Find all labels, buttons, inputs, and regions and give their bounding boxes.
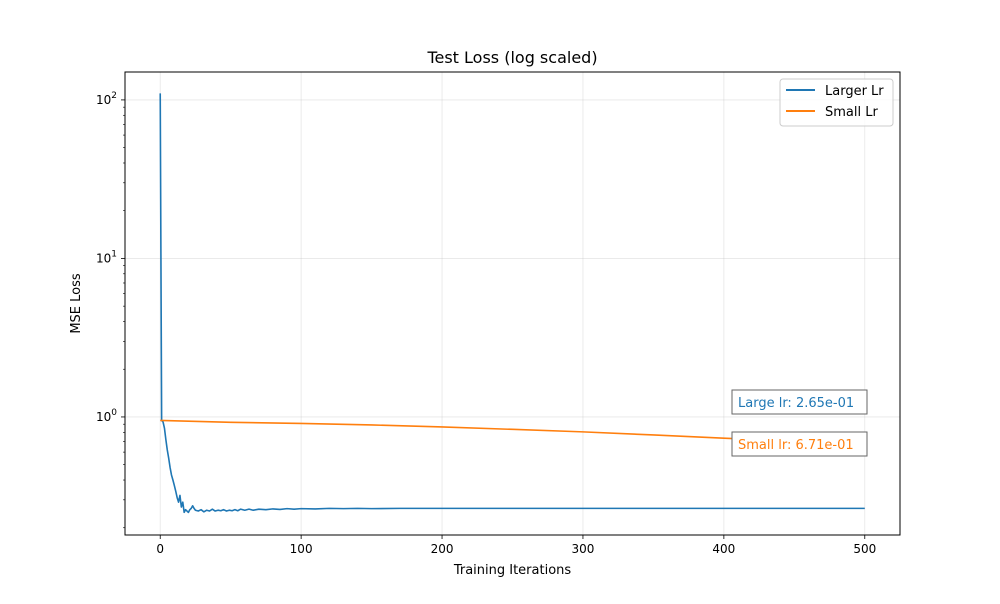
grid-lines <box>125 72 900 535</box>
chart-title: Test Loss (log scaled) <box>426 48 597 67</box>
annotation-large-lr-text: Large lr: 2.65e-01 <box>738 396 854 411</box>
x-tick-label: 100 <box>290 542 313 556</box>
legend-label-small-lr: Small Lr <box>825 105 878 120</box>
x-tick-label: 200 <box>431 542 454 556</box>
y-tick-label: 100 <box>96 408 117 424</box>
annotation-small-lr: Small lr: 6.71e-01 <box>731 431 868 457</box>
x-tick-label: 500 <box>853 542 876 556</box>
x-tick-label: 0 <box>156 542 164 556</box>
x-tick-label: 300 <box>572 542 595 556</box>
annotation-large-lr: Large lr: 2.65e-01 <box>731 389 868 415</box>
annotation-box <box>731 389 868 415</box>
x-axis-label: Training Iterations <box>453 563 572 578</box>
legend: Larger Lr Small Lr <box>779 78 894 127</box>
plot-frame <box>124 71 901 536</box>
y-tick-label: 101 <box>96 249 117 265</box>
legend-label-larger-lr: Larger Lr <box>825 84 884 99</box>
annotation-small-lr-text: Small lr: 6.71e-01 <box>738 438 854 453</box>
y-tick-label: 102 <box>96 91 117 107</box>
x-axis: 0 100 200 300 400 500 <box>156 535 876 556</box>
y-axis: 100 101 102 <box>96 91 125 529</box>
x-tick-label: 400 <box>712 542 735 556</box>
annotation-box <box>731 431 868 457</box>
y-axis-label: MSE Loss <box>69 273 84 334</box>
series-line-larger-lr <box>159 93 865 514</box>
